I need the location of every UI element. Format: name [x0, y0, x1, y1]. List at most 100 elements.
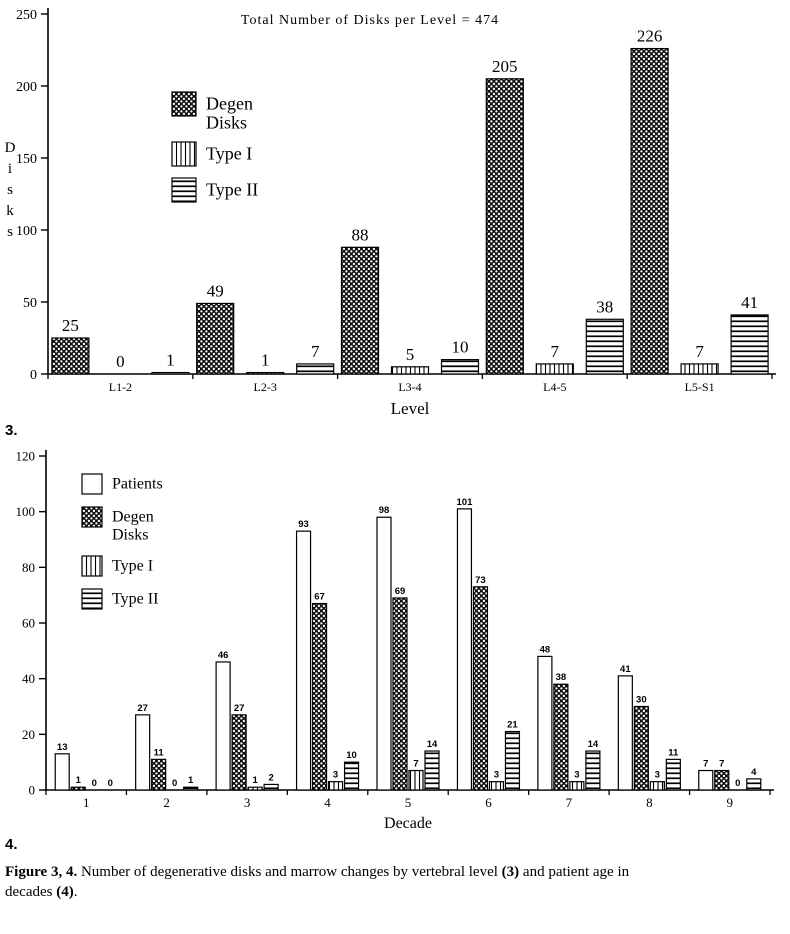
y-tick-label: 40 [22, 671, 35, 686]
bar-value-label: 10 [346, 750, 357, 761]
bar-value-label: 3 [333, 770, 338, 781]
bar-type-i [569, 781, 585, 791]
bar-value-label: 48 [540, 644, 551, 655]
legend-label-degen-disks: Disks [112, 526, 148, 543]
caption-text-1: Number of degenerative disks and marrow … [77, 864, 502, 880]
x-category-label: L3-4 [398, 380, 421, 394]
bar-degen-disks [633, 705, 649, 791]
bar-value-label: 21 [507, 720, 518, 731]
figure-4-marker: 4. [5, 836, 18, 853]
bar-type-ii [263, 783, 279, 791]
bar-type-ii [504, 730, 521, 791]
bar-patients [698, 769, 714, 791]
bar-degen-disks [392, 597, 408, 791]
bar-type-i [327, 781, 344, 791]
bar-degen-disks [196, 302, 235, 375]
legend-label-degen-disks: Degen [206, 93, 253, 113]
bar-value-label: 88 [352, 225, 369, 244]
bar-type-i [247, 786, 263, 791]
bar-degen-disks [311, 602, 328, 791]
caption-text-2: and patient age in decades [5, 864, 630, 901]
bar-value-label: 4 [751, 767, 757, 778]
x-category-label: L5-S1 [685, 380, 715, 394]
legend-swatch-degen-disks [81, 506, 103, 528]
bar-value-label: 38 [556, 672, 567, 683]
bar-type-i [246, 371, 285, 375]
bar-value-label: 1 [252, 775, 258, 786]
bar-value-label: 2 [268, 772, 273, 783]
bar-value-label: 3 [655, 770, 660, 781]
bar-type-i [680, 363, 719, 375]
bar-degen-disks [472, 586, 489, 791]
bar-value-label: 67 [314, 592, 325, 603]
bar-type-ii [746, 778, 762, 791]
bar-degen-disks [70, 786, 86, 791]
y-axis-title-char: i [8, 161, 12, 177]
bar-value-label: 1 [76, 775, 82, 786]
x-category-label: L2-3 [254, 380, 277, 394]
bar-value-label: 13 [57, 742, 68, 753]
bar-value-label: 73 [475, 575, 486, 586]
bar-type-ii [440, 359, 480, 375]
x-axis-title: Level [391, 399, 430, 418]
bar-value-label: 27 [137, 703, 148, 714]
bar-type-ii [424, 750, 440, 791]
x-category-label: 9 [727, 795, 734, 810]
legend-swatch-type-ii [81, 588, 103, 610]
bar-value-label: 7 [695, 342, 704, 361]
legend-swatch-degen-disks [171, 91, 197, 117]
bar-value-label: 10 [452, 338, 469, 357]
x-category-label: L4-5 [543, 380, 566, 394]
x-category-label: L1-2 [109, 380, 132, 394]
bar-value-label: 7 [413, 759, 418, 770]
bar-value-label: 41 [741, 293, 758, 312]
legend-swatch-type-i [171, 141, 197, 167]
bar-patients [376, 516, 392, 791]
x-axis-title: Decade [384, 815, 432, 832]
x-category-label: 1 [83, 795, 90, 810]
y-tick-label: 60 [22, 616, 35, 631]
caption-label: Figure 3, 4. [5, 864, 78, 880]
legend-label-patients: Patients [112, 475, 163, 492]
caption-text-3: . [73, 884, 78, 901]
y-tick-label: 20 [22, 727, 35, 742]
legend-swatch-patients [81, 473, 103, 495]
bar-patients [54, 753, 70, 791]
bar-value-label: 226 [637, 27, 663, 46]
bar-value-label: 3 [494, 770, 499, 781]
bar-type-ii [343, 761, 360, 791]
bar-value-label: 7 [551, 342, 560, 361]
x-category-label: 6 [485, 795, 492, 810]
bar-value-label: 1 [166, 351, 175, 370]
legend-label-degen-disks: Degen [112, 508, 154, 525]
bar-value-label: 30 [636, 695, 647, 706]
x-category-label: 3 [244, 795, 251, 810]
bar-type-ii [151, 371, 190, 375]
bar-value-label: 3 [574, 770, 579, 781]
bar-value-label: 1 [188, 775, 194, 786]
y-axis-title-char: s [7, 182, 13, 198]
bar-value-label: 93 [298, 519, 309, 530]
bar-value-label: 98 [379, 505, 390, 516]
legend-label-degen-disks: Disks [206, 112, 247, 132]
x-category-label: 4 [324, 795, 331, 810]
x-category-label: 2 [163, 795, 170, 810]
y-tick-label: 0 [30, 368, 37, 383]
legend-swatch-type-ii [171, 177, 197, 203]
y-axis-title-char: k [6, 203, 14, 219]
y-tick-label: 0 [29, 783, 36, 798]
bar-value-label: 25 [62, 316, 79, 335]
bar-value-label: 5 [406, 345, 415, 364]
y-tick-label: 120 [16, 449, 36, 464]
bar-type-ii [296, 363, 335, 375]
bar-patients [617, 675, 633, 791]
bar-type-ii [585, 318, 624, 375]
legend-label-type-ii: Type II [206, 179, 258, 199]
bar-type-i [488, 781, 505, 791]
y-tick-label: 150 [16, 152, 37, 167]
y-tick-label: 50 [23, 296, 37, 311]
x-category-label: 5 [405, 795, 412, 810]
bar-degen-disks [151, 758, 167, 791]
